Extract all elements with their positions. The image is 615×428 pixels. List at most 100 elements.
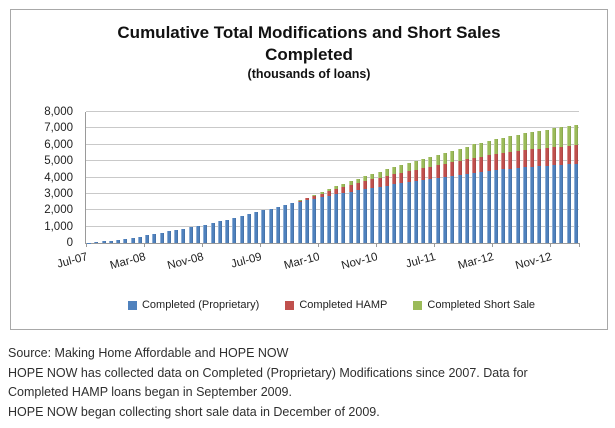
x-axis-tick (318, 243, 319, 247)
bar-segment (275, 206, 280, 243)
bar-segment (384, 169, 389, 177)
bar-segment (334, 186, 339, 189)
x-axis-tick (260, 243, 261, 247)
bar-Nov-09 (290, 202, 295, 243)
bar-Mar-10 (319, 192, 324, 243)
y-tick-label: 1,000 (44, 220, 73, 233)
bar-segment (515, 134, 520, 152)
chart-frame: Cumulative Total Modifications and Short… (10, 9, 608, 330)
footer-note-line: HOPE NOW began collecting short sale dat… (8, 404, 380, 419)
bar-Dec-12 (559, 127, 564, 243)
bar-Jan-10 (304, 197, 309, 243)
legend-swatch-hamp-icon (285, 300, 295, 310)
x-axis-tick (376, 243, 377, 247)
bar-segment (421, 168, 426, 180)
bar-segment (443, 152, 448, 164)
bar-segment (479, 171, 484, 243)
footer-source-line: Source: Making Home Affordable and HOPE … (8, 346, 289, 360)
bar-Nov-12 (552, 128, 556, 243)
bar-Aug-09 (268, 208, 273, 243)
legend-swatch-shortsale-icon (413, 300, 423, 310)
bar-segment (552, 147, 556, 166)
bar-segment (493, 154, 498, 171)
bar-Feb-13 (573, 125, 578, 243)
bar-segment (450, 162, 455, 176)
bar-segment (188, 227, 193, 243)
bar-Oct-11 (457, 148, 462, 243)
footer-notes: Source: Making Home Affordable and HOPE … (8, 344, 528, 422)
x-tick-label: Mar-10 (282, 251, 321, 273)
bar-segment (130, 237, 135, 243)
bar-segment (450, 175, 455, 243)
legend-label-shortsale: Completed Short Sale (427, 299, 536, 311)
bar-segment (472, 172, 477, 243)
bar-segment (217, 221, 222, 243)
bar-Dec-09 (297, 200, 302, 243)
bar-segment (573, 125, 578, 146)
bar-Feb-11 (399, 165, 404, 243)
bar-segment (530, 132, 535, 150)
bar-segment (312, 198, 317, 243)
bar-Jun-12 (515, 134, 520, 243)
bar-Sep-08 (188, 227, 193, 243)
bar-segment (457, 148, 462, 161)
bar-segment (363, 181, 368, 190)
bar-segment (195, 225, 200, 243)
bar-May-11 (421, 158, 426, 243)
bar-segment (435, 177, 440, 243)
bar-Aug-07 (94, 242, 99, 243)
bar-segment (544, 165, 549, 243)
legend: Completed (Proprietary) Completed HAMP C… (85, 299, 578, 311)
bar-Sep-10 (363, 176, 368, 243)
legend-item-shortsale: Completed Short Sale (413, 299, 535, 311)
bar-Apr-12 (501, 137, 506, 243)
x-tick-label: Jul-11 (404, 251, 437, 271)
x-tick-label: Nov-12 (513, 251, 553, 273)
bar-segment (493, 170, 498, 243)
bar-segment (559, 127, 564, 147)
bar-Feb-09 (225, 219, 230, 243)
bar-segment (559, 146, 564, 165)
bar-Feb-08 (137, 236, 142, 243)
bar-segment (566, 126, 571, 146)
bar-Jun-11 (428, 156, 433, 243)
bar-segment (384, 185, 389, 243)
gridline (86, 160, 579, 162)
bar-segment (283, 205, 288, 243)
bar-Apr-08 (152, 234, 157, 243)
bar-Aug-12 (530, 132, 535, 243)
bar-segment (406, 162, 411, 172)
bar-segment (530, 149, 535, 167)
chart-title-line1: Cumulative Total Modifications and Short… (117, 23, 501, 42)
bar-segment (392, 167, 397, 175)
legend-swatch-proprietary-icon (127, 300, 137, 310)
bar-segment (413, 180, 418, 243)
bar-segment (559, 164, 564, 243)
bar-segment (522, 167, 527, 243)
bar-segment (508, 136, 513, 153)
bar-segment (304, 197, 309, 199)
bar-segment (428, 166, 433, 179)
bar-segment (464, 173, 469, 243)
plot-area: Jul-07 Mar-08 Nov-08 Jul-09 Mar-10 Nov-10 Jul-… (55, 111, 580, 272)
bar-segment (406, 182, 411, 243)
bar-segment (486, 170, 491, 243)
y-tick-label: 6,000 (44, 138, 73, 151)
bar-segment (341, 186, 346, 194)
gridline (86, 225, 579, 227)
bar-segment (210, 223, 215, 243)
bar-segment (312, 195, 317, 197)
bar-segment (166, 231, 171, 243)
bar-segment (116, 239, 121, 243)
footer-note-line: HOPE NOW has collected data on Completed… (8, 365, 528, 380)
bar-Sep-07 (101, 241, 106, 243)
bar-Apr-09 (239, 215, 244, 243)
bar-segment (552, 165, 556, 243)
bar-Oct-08 (195, 225, 200, 243)
chart-subtitle: (thousands of loans) (247, 67, 371, 81)
bar-segment (355, 182, 360, 191)
y-tick-label: 7,000 (44, 122, 73, 135)
bar-segment (573, 164, 578, 243)
x-axis-tick (434, 243, 435, 247)
bar-segment (450, 150, 455, 163)
